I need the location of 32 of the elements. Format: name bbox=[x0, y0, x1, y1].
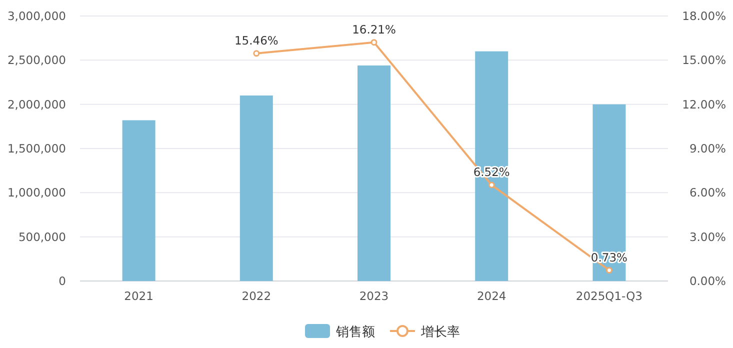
y2-tick-label: 6.00% bbox=[689, 186, 726, 200]
y2-tick-label: 18.00% bbox=[682, 9, 726, 23]
bar bbox=[122, 120, 156, 281]
y-tick-label: 3,000,000 bbox=[7, 9, 66, 23]
bar bbox=[240, 96, 273, 281]
point bbox=[370, 39, 378, 46]
y-tick-label: 2,500,000 bbox=[7, 53, 66, 68]
y-tick-label: 500,000 bbox=[18, 230, 66, 244]
bar bbox=[475, 51, 508, 281]
point bbox=[488, 182, 495, 188]
y2-tick-label: 3.00% bbox=[689, 230, 726, 244]
point bbox=[253, 50, 260, 57]
x-tick-label: 2025Q1-Q3 bbox=[576, 289, 642, 303]
y2-tick-label: 0.00% bbox=[689, 274, 726, 288]
y2-tick-label: 9.00% bbox=[689, 142, 726, 156]
y2-tick-label: 15.00% bbox=[682, 53, 726, 68]
legend-label: 增长率 bbox=[420, 324, 460, 340]
bar bbox=[358, 65, 390, 281]
data-label: 16.21% bbox=[352, 22, 396, 36]
legend-label: 销售额 bbox=[335, 325, 375, 340]
data-label: 15.46% bbox=[234, 33, 278, 48]
x-tick-label: 2023 bbox=[359, 289, 389, 303]
y-tick-label: 1,000,000 bbox=[7, 186, 66, 200]
x-tick-label: 2024 bbox=[476, 289, 506, 303]
bar bbox=[592, 104, 626, 281]
point bbox=[606, 267, 612, 274]
y-tick-label: 2,000,000 bbox=[7, 97, 66, 112]
y-tick-label: 1,500,000 bbox=[7, 142, 66, 156]
y2-tick-label: 12.00% bbox=[682, 97, 726, 112]
x-tick-label: 2021 bbox=[124, 289, 154, 303]
y-tick-label: 0 bbox=[58, 274, 66, 288]
x-tick-label: 2022 bbox=[242, 289, 272, 303]
